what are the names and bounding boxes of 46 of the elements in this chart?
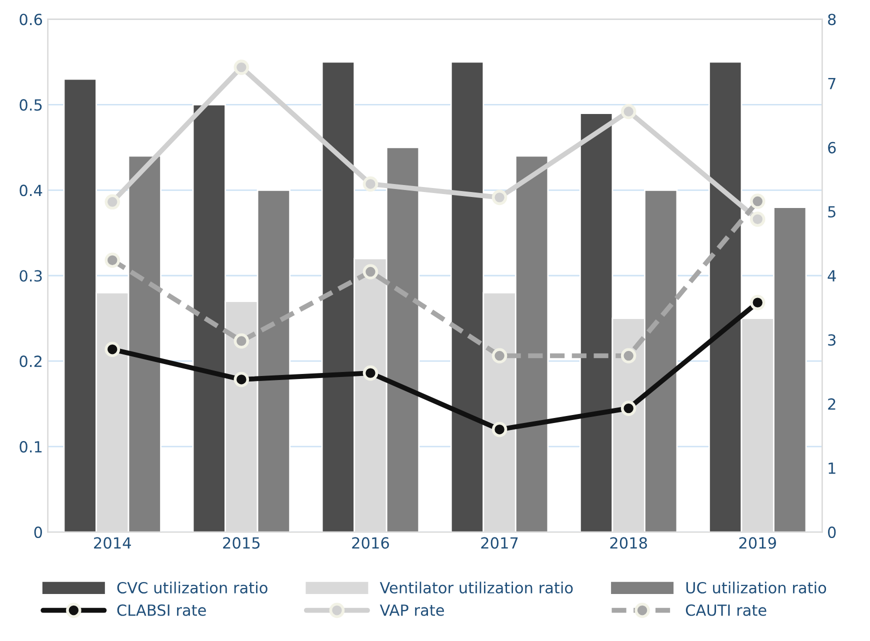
point: [104, 342, 120, 357]
y2-tick-label: 8: [828, 14, 836, 26]
point: [750, 194, 766, 209]
point: [750, 212, 766, 227]
y-tick-label: 0.2: [20, 356, 42, 368]
x-tick-label: 2019: [739, 537, 776, 549]
x-tick-label: 2018: [610, 537, 647, 549]
point: [234, 333, 250, 349]
legend-label: CVC utilization ratio: [117, 582, 268, 594]
point: [234, 60, 250, 75]
y2-tick-label: 2: [828, 398, 836, 410]
point: [362, 365, 378, 381]
y2-tick-label: 4: [828, 270, 836, 282]
y2-tick-label: 6: [828, 142, 836, 154]
x-tick-label: 2014: [94, 537, 131, 549]
x-tick-label: 2015: [223, 537, 260, 549]
y2-tick-label: 7: [828, 78, 836, 90]
legend-label: VAP rate: [380, 604, 444, 616]
y-tick-label: 0.5: [20, 99, 42, 111]
point: [234, 372, 250, 388]
y-tick-label: 0.6: [20, 14, 42, 26]
legend-label: CLABSI rate: [117, 604, 206, 616]
point: [362, 176, 378, 192]
point: [104, 194, 120, 210]
point: [620, 104, 636, 120]
y2-tick-label: 3: [828, 334, 836, 346]
y2-tick-label: 1: [828, 462, 836, 474]
y-tick-label: 0.3: [20, 270, 42, 282]
point: [620, 348, 636, 364]
point: [104, 252, 120, 268]
y-tick-label: 0: [34, 526, 42, 538]
y-tick-label: 0.1: [20, 441, 42, 453]
y2-tick-label: 5: [828, 206, 836, 218]
y-tick-label: 0.4: [20, 184, 42, 196]
point: [492, 348, 508, 364]
legend-label: CAUTI rate: [686, 604, 766, 616]
x-tick-label: 2016: [352, 537, 389, 549]
x-tick-label: 2017: [481, 537, 518, 549]
point: [492, 190, 508, 206]
point: [492, 422, 508, 438]
point: [750, 294, 766, 310]
legend-label: Ventilator utilization ratio: [380, 582, 573, 594]
point: [620, 400, 636, 416]
legend-label: UC utilization ratio: [686, 582, 826, 594]
y2-tick-label: 0: [828, 526, 836, 538]
point: [362, 264, 378, 280]
